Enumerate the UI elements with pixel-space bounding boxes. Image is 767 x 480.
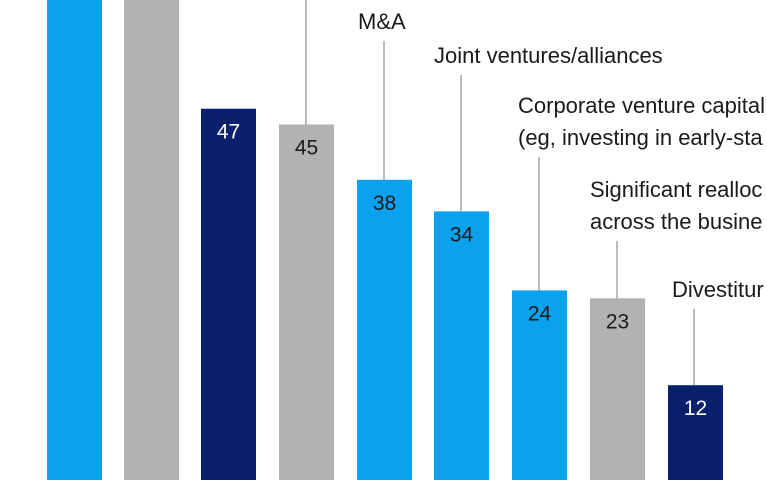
value-label-4: 38 — [373, 192, 396, 215]
bar-1 — [124, 0, 179, 480]
category-label-5-line-0: Joint ventures/alliances — [434, 43, 663, 68]
bar-9 — [668, 385, 723, 480]
category-label-6-line-0: Corporate venture capital — [518, 93, 765, 118]
value-label-6: 24 — [528, 302, 552, 325]
category-label-7-line-1: across the busine — [590, 209, 762, 234]
bar-4 — [357, 179, 412, 480]
bar-3 — [279, 124, 334, 480]
leader-lines-group — [305, 0, 695, 386]
value-label-7: 23 — [606, 310, 629, 333]
category-label-7-line-0: Significant realloc — [590, 177, 762, 202]
category-label-4-line-0: M&A — [358, 9, 406, 34]
bar-0 — [47, 0, 102, 480]
category-labels-group: M&A Joint ventures/alliances Corporate ven… — [358, 9, 765, 302]
bar-5 — [434, 211, 489, 480]
category-label-9-line-0: Divestitur — [672, 277, 764, 302]
category-label-6-line-1: (eg, investing in early-sta — [518, 125, 763, 150]
bar-7 — [590, 298, 645, 480]
value-labels-group: 47 45 38 34 24 23 12 — [217, 121, 707, 421]
bar-2 — [201, 108, 256, 480]
bars-group — [47, 0, 723, 480]
value-label-9: 12 — [684, 397, 707, 420]
value-label-2: 47 — [217, 121, 240, 144]
value-label-3: 45 — [295, 137, 318, 160]
value-label-5: 34 — [450, 223, 474, 246]
bar-6 — [512, 290, 567, 480]
